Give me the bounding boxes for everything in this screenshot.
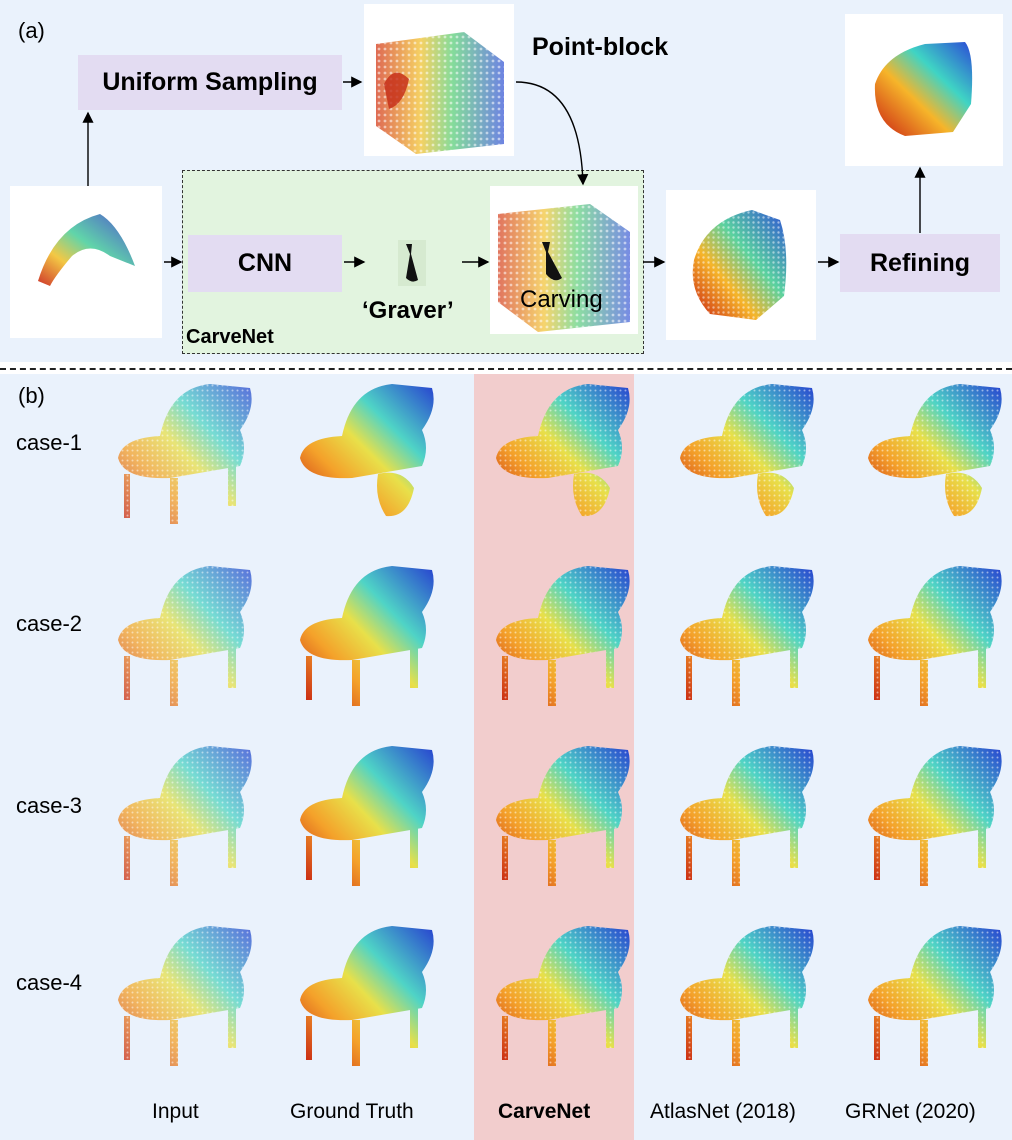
refining-box: Refining bbox=[840, 234, 1000, 292]
result-carvenet-case-2 bbox=[496, 566, 630, 706]
result-ground-truth-case-1 bbox=[300, 384, 434, 517]
point-block-image bbox=[364, 4, 514, 156]
point-block-cube bbox=[376, 32, 504, 154]
column-label-atlasnet: AtlasNet (2018) bbox=[650, 1100, 796, 1123]
result-carvenet-case-4 bbox=[496, 926, 630, 1066]
input-partial-image bbox=[10, 186, 162, 338]
result-atlasnet-case-4 bbox=[680, 926, 814, 1066]
panel-divider bbox=[0, 368, 1012, 370]
refining-label: Refining bbox=[870, 248, 970, 277]
column-label-input: Input bbox=[152, 1100, 199, 1123]
cnn-label: CNN bbox=[237, 249, 293, 277]
result-grnet-case-2 bbox=[868, 566, 1002, 706]
graver-label: ‘Graver’ bbox=[362, 297, 454, 324]
refined-output-image bbox=[845, 14, 1003, 166]
partial-input-shape bbox=[38, 214, 135, 286]
carving-image bbox=[490, 186, 638, 334]
column-label-grnet: GRNet (2020) bbox=[845, 1100, 976, 1123]
result-input-case-4 bbox=[118, 926, 252, 1066]
carving-cube bbox=[498, 204, 630, 332]
panel-b-label: (b) bbox=[18, 383, 45, 408]
result-ground-truth-case-4 bbox=[300, 926, 434, 1066]
result-atlasnet-case-2 bbox=[680, 566, 814, 706]
results-grid bbox=[0, 374, 1012, 1094]
result-ground-truth-case-2 bbox=[300, 566, 434, 706]
result-grnet-case-4 bbox=[868, 926, 1002, 1066]
refined-chair-shape bbox=[874, 42, 973, 136]
point-block-label: Point-block bbox=[532, 33, 669, 61]
cnn-box: CNN bbox=[188, 235, 342, 292]
result-ground-truth-case-3 bbox=[300, 746, 434, 886]
column-label-ground-truth: Ground Truth bbox=[290, 1100, 414, 1123]
result-atlasnet-case-1 bbox=[680, 384, 814, 517]
result-input-case-3 bbox=[118, 746, 252, 886]
result-input-case-2 bbox=[118, 566, 252, 706]
case-1-label: case-1 bbox=[16, 430, 83, 455]
graver-knife-icon bbox=[398, 240, 426, 286]
panel-a-label: (a) bbox=[18, 18, 45, 43]
result-input-case-1 bbox=[118, 384, 252, 524]
flow-arrows bbox=[82, 76, 926, 268]
column-label-carvenet: CarveNet bbox=[498, 1100, 591, 1123]
uniform-sampling-label: Uniform Sampling bbox=[102, 68, 318, 96]
carvenet-box-label: CarveNet bbox=[186, 326, 274, 348]
carved-output-image bbox=[666, 190, 816, 340]
result-carvenet-case-3 bbox=[496, 746, 630, 886]
carving-label: Carving bbox=[520, 286, 603, 313]
carved-chair-shape bbox=[692, 210, 787, 320]
result-grnet-case-3 bbox=[868, 746, 1002, 886]
case-2-label: case-2 bbox=[16, 611, 83, 636]
result-carvenet-case-1 bbox=[496, 384, 630, 517]
case-3-label: case-3 bbox=[16, 793, 83, 818]
result-grnet-case-1 bbox=[868, 384, 1002, 517]
result-atlasnet-case-3 bbox=[680, 746, 814, 886]
case-4-label: case-4 bbox=[16, 970, 83, 995]
uniform-sampling-box: Uniform Sampling bbox=[78, 55, 342, 110]
